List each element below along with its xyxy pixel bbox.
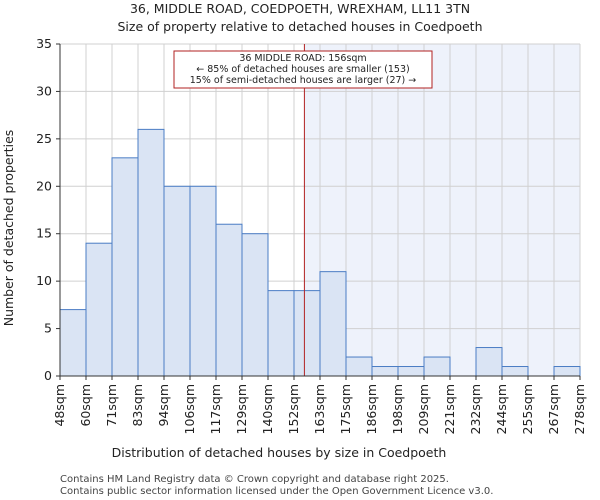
x-tick-label: 129sqm xyxy=(234,384,249,434)
annotation-line-3: 15% of semi-detached houses are larger (… xyxy=(190,75,417,86)
x-tick-label: 175sqm xyxy=(338,384,353,434)
y-tick-label: 0 xyxy=(44,368,52,383)
bar-48sqm xyxy=(59,309,87,377)
y-tick-label: 15 xyxy=(36,226,52,241)
bar-163sqm xyxy=(319,271,347,377)
bar-152sqm xyxy=(293,290,321,377)
footer-line-2: Contains public sector information licen… xyxy=(60,486,493,497)
x-tick-label: 255sqm xyxy=(520,384,535,434)
bar-198sqm xyxy=(397,366,425,377)
bar-186sqm xyxy=(371,366,399,377)
bar-244sqm xyxy=(501,366,529,377)
x-tick-label: 140sqm xyxy=(260,384,275,434)
bar-83sqm xyxy=(137,128,165,377)
y-tick-label: 35 xyxy=(36,36,52,51)
x-tick-label: 278sqm xyxy=(572,384,587,434)
highlight-region xyxy=(304,44,580,376)
x-tick-label: 163sqm xyxy=(312,384,327,434)
bar-129sqm xyxy=(241,233,269,377)
x-tick-label: 152sqm xyxy=(286,384,301,434)
y-tick-label: 20 xyxy=(36,178,52,193)
y-tick-label: 5 xyxy=(44,321,52,336)
x-axis-title: Distribution of detached houses by size … xyxy=(112,445,447,460)
x-tick-label: 106sqm xyxy=(182,384,197,434)
bar-209sqm xyxy=(423,356,451,377)
x-tick-label: 198sqm xyxy=(390,384,405,434)
x-tick-label: 94sqm xyxy=(156,384,171,427)
bar-60sqm xyxy=(85,242,113,377)
footer-line-1: Contains HM Land Registry data © Crown c… xyxy=(60,474,449,485)
bar-71sqm xyxy=(111,157,139,377)
x-tick-label: 244sqm xyxy=(494,384,509,434)
bar-106sqm xyxy=(189,185,217,377)
annotation-line-2: ← 85% of detached houses are smaller (15… xyxy=(196,64,409,75)
bar-94sqm xyxy=(163,185,191,377)
chart-title: 36, MIDDLE ROAD, COEDPOETH, WREXHAM, LL1… xyxy=(130,1,470,16)
annotation-line-1: 36 MIDDLE ROAD: 156sqm xyxy=(239,53,366,64)
bar-267sqm xyxy=(553,366,581,377)
bar-175sqm xyxy=(345,356,373,377)
x-tick-label: 267sqm xyxy=(546,384,561,434)
y-tick-label: 10 xyxy=(36,273,52,288)
x-tick-label: 209sqm xyxy=(416,384,431,434)
marker-annotation: 36 MIDDLE ROAD: 156sqm ← 85% of detached… xyxy=(173,50,433,89)
bar-117sqm xyxy=(215,223,243,377)
x-tick-label: 83sqm xyxy=(130,384,145,427)
x-tick-label: 60sqm xyxy=(78,384,93,427)
x-tick-label: 117sqm xyxy=(208,384,223,434)
y-tick-label: 30 xyxy=(36,83,52,98)
y-axis-title: Number of detached properties xyxy=(1,130,16,327)
annotation-box xyxy=(173,50,433,89)
y-tick-label: 25 xyxy=(36,131,52,146)
x-tick-label: 232sqm xyxy=(468,384,483,434)
x-tick-label: 186sqm xyxy=(364,384,379,434)
x-tick-label: 71sqm xyxy=(104,384,119,427)
chart-subtitle: Size of property relative to detached ho… xyxy=(117,19,482,34)
bar-140sqm xyxy=(267,290,295,377)
bar-232sqm xyxy=(475,347,503,377)
x-tick-label: 221sqm xyxy=(442,384,457,434)
x-tick-label: 48sqm xyxy=(52,384,67,427)
